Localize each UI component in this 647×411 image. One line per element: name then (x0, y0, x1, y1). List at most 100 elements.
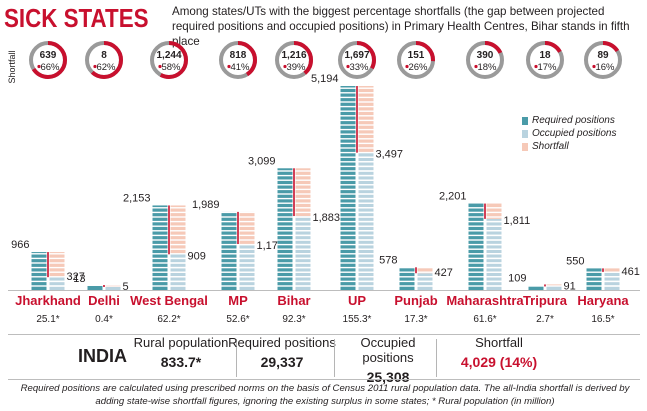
shortfall-ring-arc (526, 41, 564, 79)
shortfall-pct-label: 58% (161, 62, 181, 73)
required-bar (277, 168, 293, 290)
page-subtitle: Among states/UTs with the biggest percen… (172, 5, 630, 48)
required-value-label: 109 (508, 273, 526, 285)
stat-label: Rural population (133, 335, 229, 350)
shortfall-pct-label: 18% (477, 62, 497, 73)
required-bar (528, 285, 544, 290)
shortfall-bar (417, 266, 433, 287)
shortfall-bar (295, 168, 311, 287)
state-name-label: Tripura (523, 293, 568, 308)
rural-population-label: 155.3* (343, 314, 372, 325)
stat-value: 4,029 (14%) (460, 354, 538, 370)
shortfall-count-label: 818 (230, 50, 247, 61)
pct-dot (283, 64, 287, 69)
legend-item-required: Required positions (522, 114, 617, 127)
shortfall-bar (604, 268, 620, 287)
occupied-bar (295, 216, 311, 290)
stat-required-positions: Required positions 29,337 (226, 335, 338, 370)
occupied-value-label: 1,171 (257, 240, 285, 252)
state-name-label: Delhi (88, 293, 120, 308)
rural-population-label: 52.6* (226, 314, 249, 325)
rural-population-label: 17.3* (404, 314, 427, 325)
shortfall-count-label: 1,216 (281, 50, 306, 61)
stat-separator (436, 339, 437, 377)
shortfall-ring-arc (584, 41, 622, 79)
rural-population-label: 92.3* (282, 314, 305, 325)
required-value-label: 550 (566, 255, 584, 267)
rural-population-label: 61.6* (473, 314, 496, 325)
occupied-value-label: 427 (435, 267, 453, 279)
required-value-label: 5,194 (311, 73, 339, 85)
pct-dot (346, 64, 350, 69)
shortfall-count-label: 89 (597, 50, 609, 61)
state-name-label: Jharkhand (15, 293, 81, 308)
shortfall-count-label: 8 (101, 50, 107, 61)
shortfall-chart: 966327Jharkhand25.1*63966%135Delhi0.4*86… (8, 41, 640, 325)
occupied-value-label: 909 (188, 250, 206, 262)
occupied-value-label: 91 (564, 280, 576, 292)
stat-label: Required positions (228, 335, 336, 350)
shortfall-pct-label: 17% (537, 62, 557, 73)
stat-occupied-positions: Occupied positions 25,308 (334, 335, 442, 385)
divider-bottom (8, 379, 640, 380)
shortfall-ring-arc (275, 41, 313, 79)
shortfall-pct-label: 41% (230, 62, 250, 73)
shortfall-count-label: 151 (408, 50, 425, 61)
rural-population-label: 0.4* (95, 314, 113, 325)
footnote: Required positions are calculated using … (20, 383, 630, 407)
required-bar (152, 205, 168, 290)
shortfall-ring-arc (466, 41, 504, 79)
required-bar (399, 266, 415, 290)
stat-separator (334, 339, 335, 377)
pct-dot (474, 64, 478, 69)
pct-dot (37, 64, 41, 69)
legend-swatch-shortfall (522, 142, 528, 151)
state-name-label: Punjab (394, 293, 437, 308)
required-bar (87, 286, 103, 290)
state-name-label: West Bengal (130, 293, 208, 308)
occupied-value-label: 327 (67, 271, 85, 283)
state-name-label: MP (228, 293, 248, 308)
shortfall-bar (358, 86, 374, 287)
required-value-label: 966 (11, 239, 29, 251)
required-bar (31, 252, 47, 290)
legend-label-occupied: Occupied positions (532, 128, 617, 139)
state-name-label: Maharashtra (446, 293, 524, 308)
required-bar (586, 268, 602, 290)
shortfall-bar (49, 252, 65, 287)
shortfall-count-label: 390 (477, 50, 494, 61)
stat-separator (236, 339, 237, 377)
pct-dot (534, 64, 538, 69)
legend-swatch-required (522, 116, 528, 125)
occupied-bar (105, 287, 121, 290)
legend-label-shortfall: Shortfall (532, 141, 569, 152)
india-summary: INDIA Rural population 833.7* Required p… (0, 333, 647, 385)
occupied-bar (546, 286, 562, 290)
chart-legend: Required positions Occupied positions Sh… (522, 114, 617, 153)
shortfall-pct-label: 26% (408, 62, 428, 73)
shortfall-pct-label: 16% (595, 62, 615, 73)
shortfall-ring-arc (397, 41, 435, 79)
shortfall-pct-label: 33% (349, 62, 369, 73)
rural-population-label: 16.5* (591, 314, 614, 325)
legend-label-required: Required positions (532, 115, 615, 126)
required-value-label: 578 (379, 254, 397, 266)
required-value-label: 2,153 (123, 192, 151, 204)
occupied-value-label: 5 (123, 281, 129, 293)
shortfall-ring-arc (85, 41, 123, 79)
shortfall-count-label: 18 (539, 50, 551, 61)
pct-dot (93, 64, 97, 69)
required-bar (340, 86, 356, 290)
state-name-label: UP (348, 293, 366, 308)
occupied-value-label: 3,497 (376, 149, 404, 161)
required-value-label: 1,989 (192, 199, 220, 211)
shortfall-ring-arc (150, 41, 188, 79)
stat-value: 833.7* (160, 354, 202, 370)
stat-value: 29,337 (260, 354, 304, 370)
shortfall-ring-arc (338, 41, 376, 79)
shortfall-pct-label: 39% (286, 62, 306, 73)
required-value-label: 3,099 (248, 155, 276, 167)
state-name-label: Bihar (277, 293, 310, 308)
shortfall-bar (546, 284, 562, 287)
stat-label: Shortfall (475, 335, 523, 350)
